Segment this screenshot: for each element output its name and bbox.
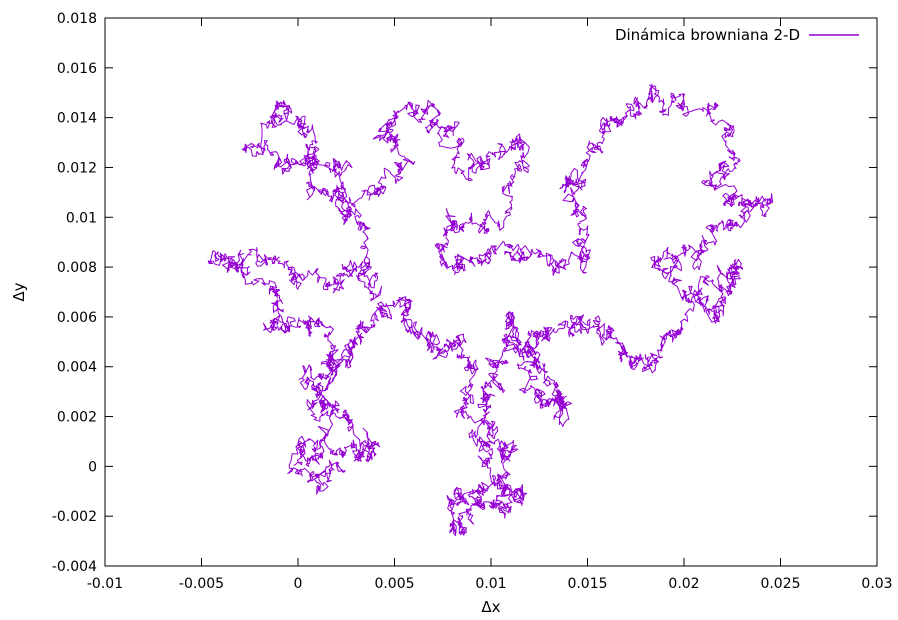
x-tick-label: 0.005 [374,576,414,592]
y-tick-label: 0.014 [57,111,97,127]
y-tick-label: 0.01 [66,210,97,226]
y-tick-label: 0.008 [57,260,97,276]
series-line-dinamica-browniana-2d [207,83,774,537]
y-tick-label: 0 [88,459,97,475]
x-axis-title: Δx [481,598,500,616]
x-tick-label: 0 [294,576,303,592]
legend-label: Dinámica browniana 2-D [615,26,800,44]
y-tick-label: 0.018 [57,11,97,27]
x-tick-label: 0.02 [668,576,699,592]
x-tick-label: -0.01 [87,576,123,592]
y-tick-label: 0.012 [57,160,97,176]
x-tick-label: 0.015 [567,576,607,592]
y-tick-label: -0.004 [52,559,97,575]
legend: Dinámica browniana 2-D [615,26,859,44]
x-tick-label: 0.03 [861,576,892,592]
y-tick-label: 0.004 [57,360,97,376]
y-axis-title: Δy [10,282,28,301]
x-tick-label: 0.025 [760,576,800,592]
y-tick-label: 0.002 [57,410,97,426]
plot-axes [104,17,878,567]
y-tick-label: 0.006 [57,310,97,326]
series-layer [207,83,774,537]
x-tick-label: -0.005 [179,576,224,592]
tick-marks [104,17,878,567]
plot-frame [104,17,878,567]
tick-labels: -0.01 -0.005 0 0.005 0.01 0.015 0.02 0.025 0.03 -… [52,11,893,592]
y-tick-label: -0.002 [52,509,97,525]
y-tick-label: 0.016 [57,61,97,77]
x-tick-label: 0.01 [475,576,506,592]
